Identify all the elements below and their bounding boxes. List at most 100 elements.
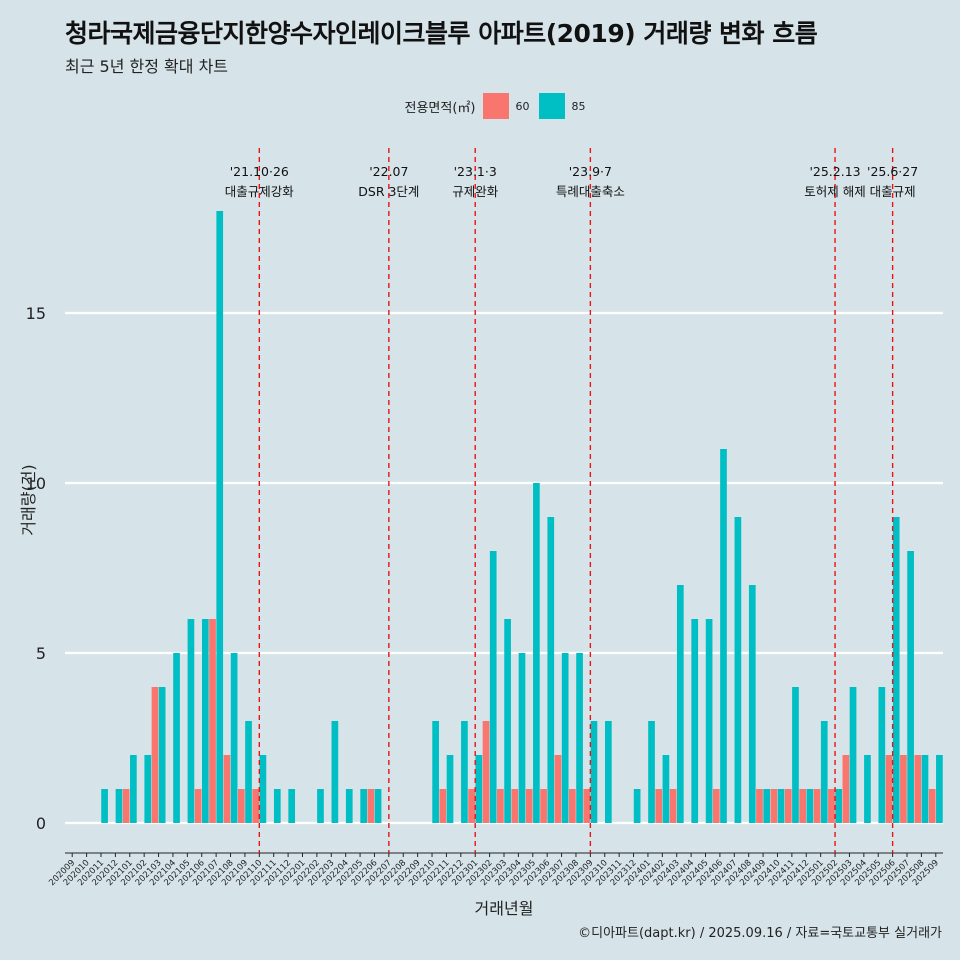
bar-85-202308 <box>576 653 583 823</box>
bar-60-202503 <box>842 755 850 823</box>
bar-60-202507 <box>900 755 907 823</box>
bar-60-202508 <box>914 755 922 823</box>
bar-85-202411 <box>792 687 799 823</box>
bar-85-202507 <box>907 551 914 823</box>
bar-60-202211 <box>439 789 447 823</box>
bar-85-202405 <box>705 619 713 823</box>
bar-85-202404 <box>691 619 699 823</box>
bar-85-202310 <box>605 721 612 823</box>
bar-60-202309 <box>583 789 591 823</box>
event-label-202502: 토허제 해제 <box>804 184 865 199</box>
bar-85-202105 <box>187 619 195 823</box>
bar-85-202410 <box>777 789 785 823</box>
y-tick-label-0: 0 <box>36 814 46 833</box>
bar-85-202110 <box>259 755 267 823</box>
event-date-202502: '25.2.13 <box>809 164 860 179</box>
bar-60-202502 <box>828 789 835 823</box>
bar-60-202307 <box>554 755 562 823</box>
bar-60-202101 <box>122 789 130 823</box>
bar-85-202309 <box>590 721 598 823</box>
bar-60-202303 <box>497 789 504 823</box>
event-date-202309: '23.9·7 <box>569 164 612 179</box>
y-tick-label-15: 15 <box>26 304 46 323</box>
event-date-202110: '21.10·26 <box>230 164 289 179</box>
bar-85-202101 <box>130 755 137 823</box>
bar-60-202409 <box>756 789 763 823</box>
bar-85-202412 <box>806 789 814 823</box>
bar-85-202409 <box>763 789 771 823</box>
bar-85-202106 <box>201 619 209 823</box>
bar-60-202308 <box>569 789 576 823</box>
legend: 전용면적(㎡) 60 85 <box>0 93 960 119</box>
bar-85-202402 <box>662 755 670 823</box>
event-date-202506: '25.6·27 <box>867 164 918 179</box>
bar-60-202305 <box>525 789 533 823</box>
bar-60-202106 <box>194 789 202 823</box>
bar-60-202302 <box>482 721 490 823</box>
source-caption: ©디아파트(dapt.kr) / 2025.09.16 / 자료=국토교통부 실… <box>578 926 942 941</box>
bar-85-202501 <box>820 721 828 823</box>
bar-85-202107 <box>216 211 224 823</box>
bar-60-202301 <box>468 789 475 823</box>
bar-60-202406 <box>712 789 720 823</box>
bar-60-202306 <box>540 789 547 823</box>
event-label-202506: 대출규제 <box>870 184 916 199</box>
bar-85-202407 <box>734 517 742 823</box>
event-label-202301: 규제완화 <box>452 184 499 199</box>
event-date-202301: '23.1·3 <box>454 164 497 179</box>
event-label-202110: 대출규제강화 <box>225 184 295 199</box>
legend-title: 전용면적(㎡) <box>404 100 476 116</box>
bar-85-202306 <box>547 517 555 823</box>
bar-85-202307 <box>561 653 569 823</box>
bar-85-202108 <box>230 653 238 823</box>
x-axis-title: 거래년월 <box>475 899 534 918</box>
bar-85-202505 <box>878 687 886 823</box>
bar-85-202506 <box>892 517 900 823</box>
bar-60-202304 <box>511 789 519 823</box>
bar-85-202204 <box>345 789 353 823</box>
legend-swatch-85 <box>539 93 566 119</box>
bar-85-202104 <box>173 653 180 823</box>
bar-85-202403 <box>676 585 684 823</box>
bar-60-202412 <box>799 789 807 823</box>
legend-swatch-60 <box>483 93 510 119</box>
bar-85-202304 <box>518 653 526 823</box>
bar-85-202202 <box>317 789 324 823</box>
bar-85-202210 <box>432 721 439 823</box>
bar-85-202011 <box>101 789 108 823</box>
legend-label-85: 85 <box>571 99 586 113</box>
bar-85-202211 <box>446 755 454 823</box>
bar-60-202402 <box>655 789 663 823</box>
event-date-202207: '22.07 <box>369 164 408 179</box>
bar-85-202012 <box>115 789 123 823</box>
bar-85-202503 <box>849 687 857 823</box>
y-tick-label-5: 5 <box>36 644 46 663</box>
event-label-202309: 특례대출축소 <box>556 184 625 199</box>
bar-85-202502 <box>835 789 842 823</box>
bar-60-202108 <box>223 755 231 823</box>
event-label-202207: DSR 3단계 <box>358 184 419 199</box>
bar-60-202509 <box>928 789 936 823</box>
bar-60-202501 <box>813 789 821 823</box>
bar-85-202509 <box>936 755 943 823</box>
bar-85-202406 <box>720 449 727 823</box>
bar-60-202403 <box>669 789 677 823</box>
bar-60-202110 <box>252 789 260 823</box>
bar-60-202103 <box>151 687 159 823</box>
chart-subtitle: 최근 5년 한정 확대 차트 <box>65 57 229 76</box>
chart-title: 청라국제금융단지한양수자인레이크블루 아파트(2019) 거래량 변화 흐름 <box>65 19 818 48</box>
bar-85-202102 <box>144 755 152 823</box>
bar-85-202408 <box>748 585 756 823</box>
legend-label-60: 60 <box>515 99 530 113</box>
bar-85-202205 <box>360 789 368 823</box>
bar-85-202212 <box>461 721 468 823</box>
y-axis-title: 거래량(건) <box>19 464 38 535</box>
bar-85-202111 <box>273 789 281 823</box>
bar-85-202312 <box>633 789 641 823</box>
bar-85-202302 <box>489 551 497 823</box>
bar-85-202401 <box>648 721 655 823</box>
y-tick-label-10: 10 <box>26 474 46 493</box>
bar-85-202301 <box>475 755 483 823</box>
bar-85-202508 <box>921 755 929 823</box>
